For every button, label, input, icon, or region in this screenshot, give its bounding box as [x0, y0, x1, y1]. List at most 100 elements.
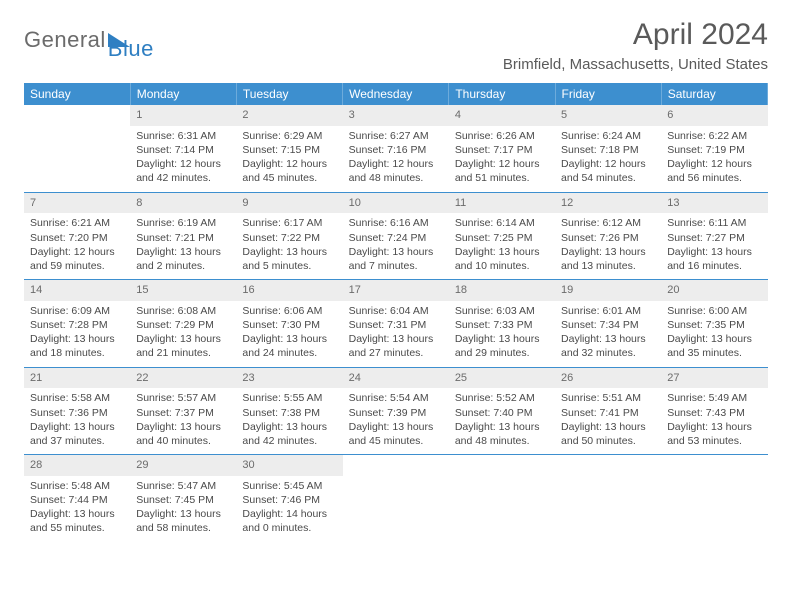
- daylight-text: Daylight: 13 hours and 48 minutes.: [455, 420, 549, 448]
- sunrise-text: Sunrise: 5:55 AM: [242, 391, 336, 405]
- sunrise-text: Sunrise: 6:31 AM: [136, 129, 230, 143]
- weekday-header: Thursday: [449, 83, 555, 105]
- calendar-day-cell: 25Sunrise: 5:52 AMSunset: 7:40 PMDayligh…: [449, 367, 555, 455]
- calendar-day-cell: 8Sunrise: 6:19 AMSunset: 7:21 PMDaylight…: [130, 192, 236, 280]
- sunrise-text: Sunrise: 6:03 AM: [455, 304, 549, 318]
- calendar-day-cell: [24, 105, 130, 192]
- day-body: Sunrise: 5:51 AMSunset: 7:41 PMDaylight:…: [555, 388, 661, 454]
- daylight-text: Daylight: 13 hours and 37 minutes.: [30, 420, 124, 448]
- calendar-day-cell: [449, 455, 555, 542]
- daylight-text: Daylight: 13 hours and 24 minutes.: [242, 332, 336, 360]
- day-number: 13: [661, 193, 767, 214]
- day-number: 25: [449, 368, 555, 389]
- day-number: 14: [24, 280, 130, 301]
- weekday-header: Monday: [130, 83, 236, 105]
- sunset-text: Sunset: 7:15 PM: [242, 143, 336, 157]
- day-number: 3: [343, 105, 449, 126]
- calendar-day-cell: 22Sunrise: 5:57 AMSunset: 7:37 PMDayligh…: [130, 367, 236, 455]
- sunrise-text: Sunrise: 6:19 AM: [136, 216, 230, 230]
- sunrise-text: Sunrise: 6:00 AM: [667, 304, 761, 318]
- day-number: 19: [555, 280, 661, 301]
- sunrise-text: Sunrise: 5:51 AM: [561, 391, 655, 405]
- calendar-day-cell: 5Sunrise: 6:24 AMSunset: 7:18 PMDaylight…: [555, 105, 661, 192]
- day-number: 30: [236, 455, 342, 476]
- daylight-text: Daylight: 13 hours and 13 minutes.: [561, 245, 655, 273]
- sunrise-text: Sunrise: 5:45 AM: [242, 479, 336, 493]
- sunrise-text: Sunrise: 6:27 AM: [349, 129, 443, 143]
- calendar-day-cell: 17Sunrise: 6:04 AMSunset: 7:31 PMDayligh…: [343, 280, 449, 368]
- sunrise-text: Sunrise: 5:57 AM: [136, 391, 230, 405]
- day-number: 6: [661, 105, 767, 126]
- sunrise-text: Sunrise: 6:16 AM: [349, 216, 443, 230]
- day-body: Sunrise: 6:26 AMSunset: 7:17 PMDaylight:…: [449, 126, 555, 192]
- calendar-day-cell: 15Sunrise: 6:08 AMSunset: 7:29 PMDayligh…: [130, 280, 236, 368]
- sunset-text: Sunset: 7:36 PM: [30, 406, 124, 420]
- calendar-day-cell: 21Sunrise: 5:58 AMSunset: 7:36 PMDayligh…: [24, 367, 130, 455]
- sunset-text: Sunset: 7:24 PM: [349, 231, 443, 245]
- calendar-day-cell: 13Sunrise: 6:11 AMSunset: 7:27 PMDayligh…: [661, 192, 767, 280]
- day-body: Sunrise: 6:09 AMSunset: 7:28 PMDaylight:…: [24, 301, 130, 367]
- day-number: 8: [130, 193, 236, 214]
- day-body: Sunrise: 6:04 AMSunset: 7:31 PMDaylight:…: [343, 301, 449, 367]
- daylight-text: Daylight: 12 hours and 59 minutes.: [30, 245, 124, 273]
- daylight-text: Daylight: 13 hours and 50 minutes.: [561, 420, 655, 448]
- daylight-text: Daylight: 13 hours and 27 minutes.: [349, 332, 443, 360]
- calendar-day-cell: [661, 455, 767, 542]
- sunrise-text: Sunrise: 5:58 AM: [30, 391, 124, 405]
- daylight-text: Daylight: 14 hours and 0 minutes.: [242, 507, 336, 535]
- sunset-text: Sunset: 7:25 PM: [455, 231, 549, 245]
- daylight-text: Daylight: 13 hours and 32 minutes.: [561, 332, 655, 360]
- day-number: 26: [555, 368, 661, 389]
- calendar-day-cell: 4Sunrise: 6:26 AMSunset: 7:17 PMDaylight…: [449, 105, 555, 192]
- sunrise-text: Sunrise: 6:22 AM: [667, 129, 761, 143]
- sunset-text: Sunset: 7:22 PM: [242, 231, 336, 245]
- sunrise-text: Sunrise: 6:12 AM: [561, 216, 655, 230]
- daylight-text: Daylight: 13 hours and 58 minutes.: [136, 507, 230, 535]
- calendar-week-row: 1Sunrise: 6:31 AMSunset: 7:14 PMDaylight…: [24, 105, 768, 192]
- sunset-text: Sunset: 7:29 PM: [136, 318, 230, 332]
- header: General Blue April 2024 Brimfield, Massa…: [24, 18, 768, 73]
- calendar-day-cell: 1Sunrise: 6:31 AMSunset: 7:14 PMDaylight…: [130, 105, 236, 192]
- sunrise-text: Sunrise: 6:09 AM: [30, 304, 124, 318]
- calendar-day-cell: [555, 455, 661, 542]
- daylight-text: Daylight: 13 hours and 2 minutes.: [136, 245, 230, 273]
- logo: General Blue: [24, 18, 154, 62]
- day-number: 27: [661, 368, 767, 389]
- day-number: 16: [236, 280, 342, 301]
- day-number: 7: [24, 193, 130, 214]
- calendar-day-cell: 23Sunrise: 5:55 AMSunset: 7:38 PMDayligh…: [236, 367, 342, 455]
- day-number: 15: [130, 280, 236, 301]
- daylight-text: Daylight: 13 hours and 21 minutes.: [136, 332, 230, 360]
- sunset-text: Sunset: 7:38 PM: [242, 406, 336, 420]
- day-body: Sunrise: 5:47 AMSunset: 7:45 PMDaylight:…: [130, 476, 236, 542]
- day-number: 9: [236, 193, 342, 214]
- day-body: Sunrise: 6:31 AMSunset: 7:14 PMDaylight:…: [130, 126, 236, 192]
- day-body: Sunrise: 5:57 AMSunset: 7:37 PMDaylight:…: [130, 388, 236, 454]
- day-body: Sunrise: 5:48 AMSunset: 7:44 PMDaylight:…: [24, 476, 130, 542]
- sunset-text: Sunset: 7:19 PM: [667, 143, 761, 157]
- sunset-text: Sunset: 7:34 PM: [561, 318, 655, 332]
- daylight-text: Daylight: 13 hours and 40 minutes.: [136, 420, 230, 448]
- day-body: Sunrise: 6:27 AMSunset: 7:16 PMDaylight:…: [343, 126, 449, 192]
- logo-word2: Blue: [108, 36, 154, 62]
- sunset-text: Sunset: 7:44 PM: [30, 493, 124, 507]
- day-number: 17: [343, 280, 449, 301]
- daylight-text: Daylight: 13 hours and 7 minutes.: [349, 245, 443, 273]
- daylight-text: Daylight: 13 hours and 18 minutes.: [30, 332, 124, 360]
- sunset-text: Sunset: 7:46 PM: [242, 493, 336, 507]
- sunset-text: Sunset: 7:35 PM: [667, 318, 761, 332]
- day-number: 4: [449, 105, 555, 126]
- day-body: Sunrise: 5:54 AMSunset: 7:39 PMDaylight:…: [343, 388, 449, 454]
- day-body: Sunrise: 5:55 AMSunset: 7:38 PMDaylight:…: [236, 388, 342, 454]
- daylight-text: Daylight: 13 hours and 55 minutes.: [30, 507, 124, 535]
- calendar-day-cell: 2Sunrise: 6:29 AMSunset: 7:15 PMDaylight…: [236, 105, 342, 192]
- day-body: Sunrise: 6:12 AMSunset: 7:26 PMDaylight:…: [555, 213, 661, 279]
- day-number: 29: [130, 455, 236, 476]
- day-number: 1: [130, 105, 236, 126]
- day-body: Sunrise: 6:16 AMSunset: 7:24 PMDaylight:…: [343, 213, 449, 279]
- sunset-text: Sunset: 7:45 PM: [136, 493, 230, 507]
- daylight-text: Daylight: 12 hours and 54 minutes.: [561, 157, 655, 185]
- calendar-day-cell: 19Sunrise: 6:01 AMSunset: 7:34 PMDayligh…: [555, 280, 661, 368]
- day-body: Sunrise: 6:24 AMSunset: 7:18 PMDaylight:…: [555, 126, 661, 192]
- calendar-week-row: 14Sunrise: 6:09 AMSunset: 7:28 PMDayligh…: [24, 280, 768, 368]
